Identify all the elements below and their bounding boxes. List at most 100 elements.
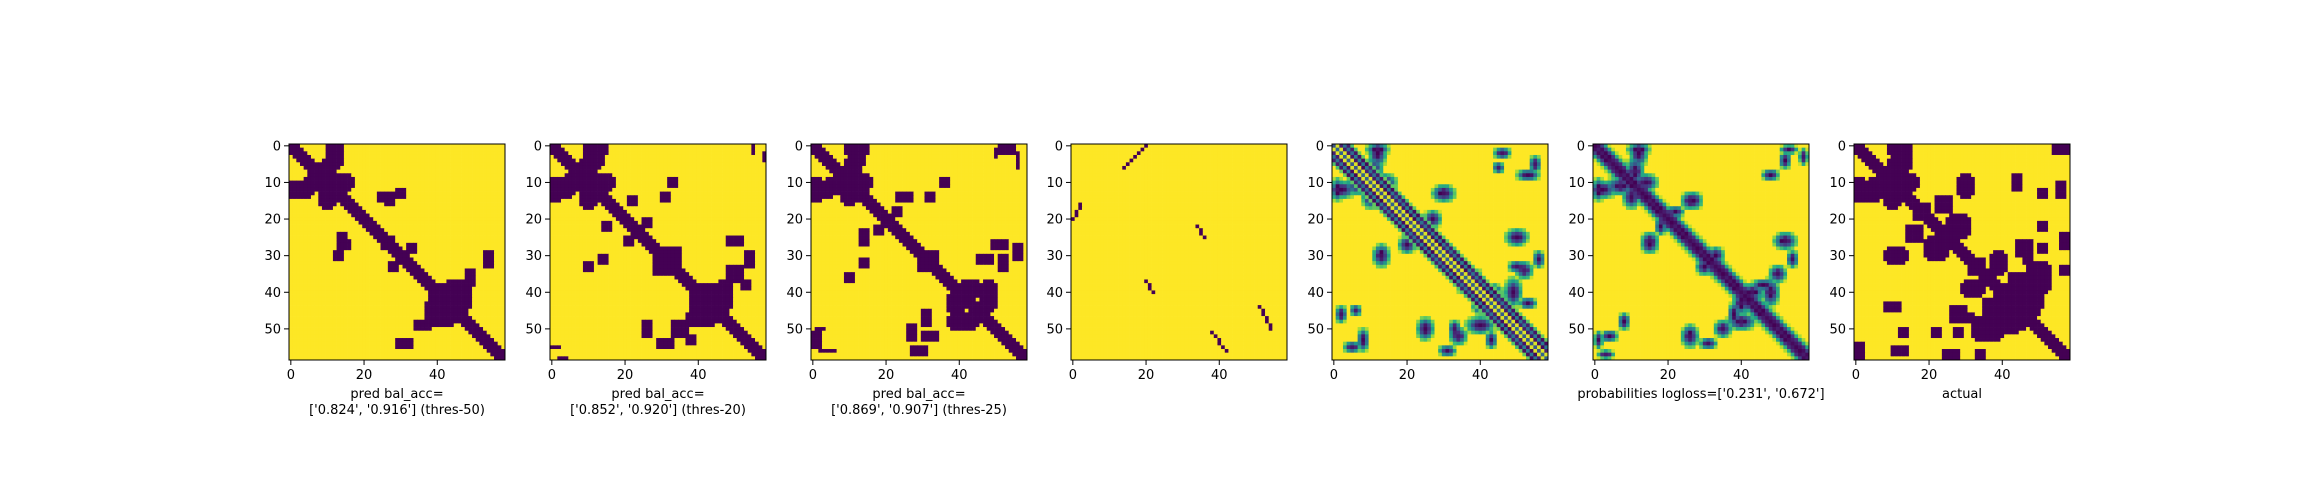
heatmap-cell	[325, 195, 330, 200]
heatmap-cell	[409, 305, 414, 310]
heatmap-cell	[758, 158, 763, 163]
heatmap-cell	[711, 144, 716, 149]
heatmap-cell	[384, 147, 389, 152]
heatmap-cell	[475, 176, 480, 181]
heatmap-cell	[292, 162, 297, 167]
heatmap-cell	[453, 323, 458, 328]
heatmap-cell	[593, 235, 598, 240]
heatmap-cell	[362, 341, 367, 346]
heatmap-cell	[747, 176, 752, 181]
heatmap-cell	[468, 268, 473, 273]
heatmap-cell	[597, 154, 602, 159]
heatmap-cell	[362, 217, 367, 222]
heatmap-cell	[472, 323, 477, 328]
heatmap-cell	[321, 169, 326, 174]
heatmap-cell	[501, 268, 506, 273]
heatmap-cell	[417, 198, 422, 203]
heatmap-cell	[464, 297, 469, 302]
heatmap-cell	[615, 180, 620, 185]
heatmap-cell	[435, 202, 440, 207]
heatmap-cell	[354, 268, 359, 273]
heatmap-cell	[568, 228, 573, 233]
heatmap-cell	[354, 312, 359, 317]
heatmap-cell	[417, 169, 422, 174]
heatmap-cell	[497, 151, 502, 156]
heatmap-cell	[626, 184, 631, 189]
heatmap-cell	[417, 294, 422, 299]
heatmap-cell	[590, 228, 595, 233]
heatmap-cell	[678, 151, 683, 156]
heatmap-cell	[365, 294, 370, 299]
heatmap-cell	[413, 242, 418, 247]
heatmap-cell	[457, 294, 462, 299]
heatmap-cell	[630, 231, 635, 236]
heatmap-cell	[329, 308, 334, 313]
heatmap-cell	[590, 195, 595, 200]
heatmap-cell	[446, 213, 451, 218]
heatmap-cell	[365, 279, 370, 284]
heatmap-cell	[696, 184, 701, 189]
heatmap-cell	[446, 151, 451, 156]
heatmap-cell	[593, 195, 598, 200]
heatmap-cell	[711, 173, 716, 178]
heatmap-cell	[468, 206, 473, 211]
heatmap-cell	[332, 165, 337, 170]
heatmap-cell	[351, 176, 356, 181]
heatmap-cell	[590, 169, 595, 174]
heatmap-cell	[568, 165, 573, 170]
heatmap-cell	[343, 356, 348, 361]
heatmap-cell	[431, 356, 436, 361]
heatmap-cell	[446, 250, 451, 255]
heatmap-cell	[292, 312, 297, 317]
heatmap-cell	[711, 176, 716, 181]
heatmap-cell	[391, 261, 396, 266]
heatmap-cell	[380, 154, 385, 159]
heatmap-cell	[615, 173, 620, 178]
heatmap-cell	[564, 173, 569, 178]
heatmap-cell	[369, 231, 374, 236]
heatmap-cell	[314, 176, 319, 181]
heatmap-cell	[402, 195, 407, 200]
heatmap-cell	[685, 198, 690, 203]
heatmap-cell	[667, 147, 672, 152]
heatmap-cell	[615, 206, 620, 211]
heatmap-cell	[490, 191, 495, 196]
heatmap-cell	[354, 327, 359, 332]
heatmap-cell	[380, 338, 385, 343]
heatmap-cell	[439, 334, 444, 339]
heatmap-cell	[435, 290, 440, 295]
heatmap-cell	[340, 290, 345, 295]
heatmap-cell	[384, 250, 389, 255]
heatmap-cell	[409, 217, 414, 222]
heatmap-cell	[332, 187, 337, 192]
heatmap-cell	[431, 180, 436, 185]
heatmap-cell	[497, 316, 502, 321]
heatmap-cell	[332, 239, 337, 244]
heatmap-cell	[497, 330, 502, 335]
heatmap-cell	[424, 290, 429, 295]
heatmap-cell	[442, 187, 447, 192]
heatmap-cell	[332, 191, 337, 196]
heatmap-cell	[461, 301, 466, 306]
heatmap-cell	[384, 191, 389, 196]
heatmap-cell	[329, 294, 334, 299]
heatmap-cell	[475, 286, 480, 291]
heatmap-cell	[409, 250, 414, 255]
heatmap-cell	[439, 246, 444, 251]
heatmap-cell	[758, 198, 763, 203]
heatmap-cell	[358, 345, 363, 350]
heatmap-cell	[347, 202, 352, 207]
heatmap-cell	[424, 151, 429, 156]
heatmap-cell	[351, 290, 356, 295]
heatmap-cell	[464, 305, 469, 310]
heatmap-cell	[431, 305, 436, 310]
heatmap-cell	[292, 316, 297, 321]
heatmap-cell	[758, 144, 763, 149]
heatmap-cell	[568, 220, 573, 225]
heatmap-cell	[457, 173, 462, 178]
heatmap-cell	[641, 191, 646, 196]
heatmap-cell	[354, 202, 359, 207]
heatmap-cell	[468, 352, 473, 357]
heatmap-cell	[307, 312, 312, 317]
heatmap-cell	[461, 341, 466, 346]
